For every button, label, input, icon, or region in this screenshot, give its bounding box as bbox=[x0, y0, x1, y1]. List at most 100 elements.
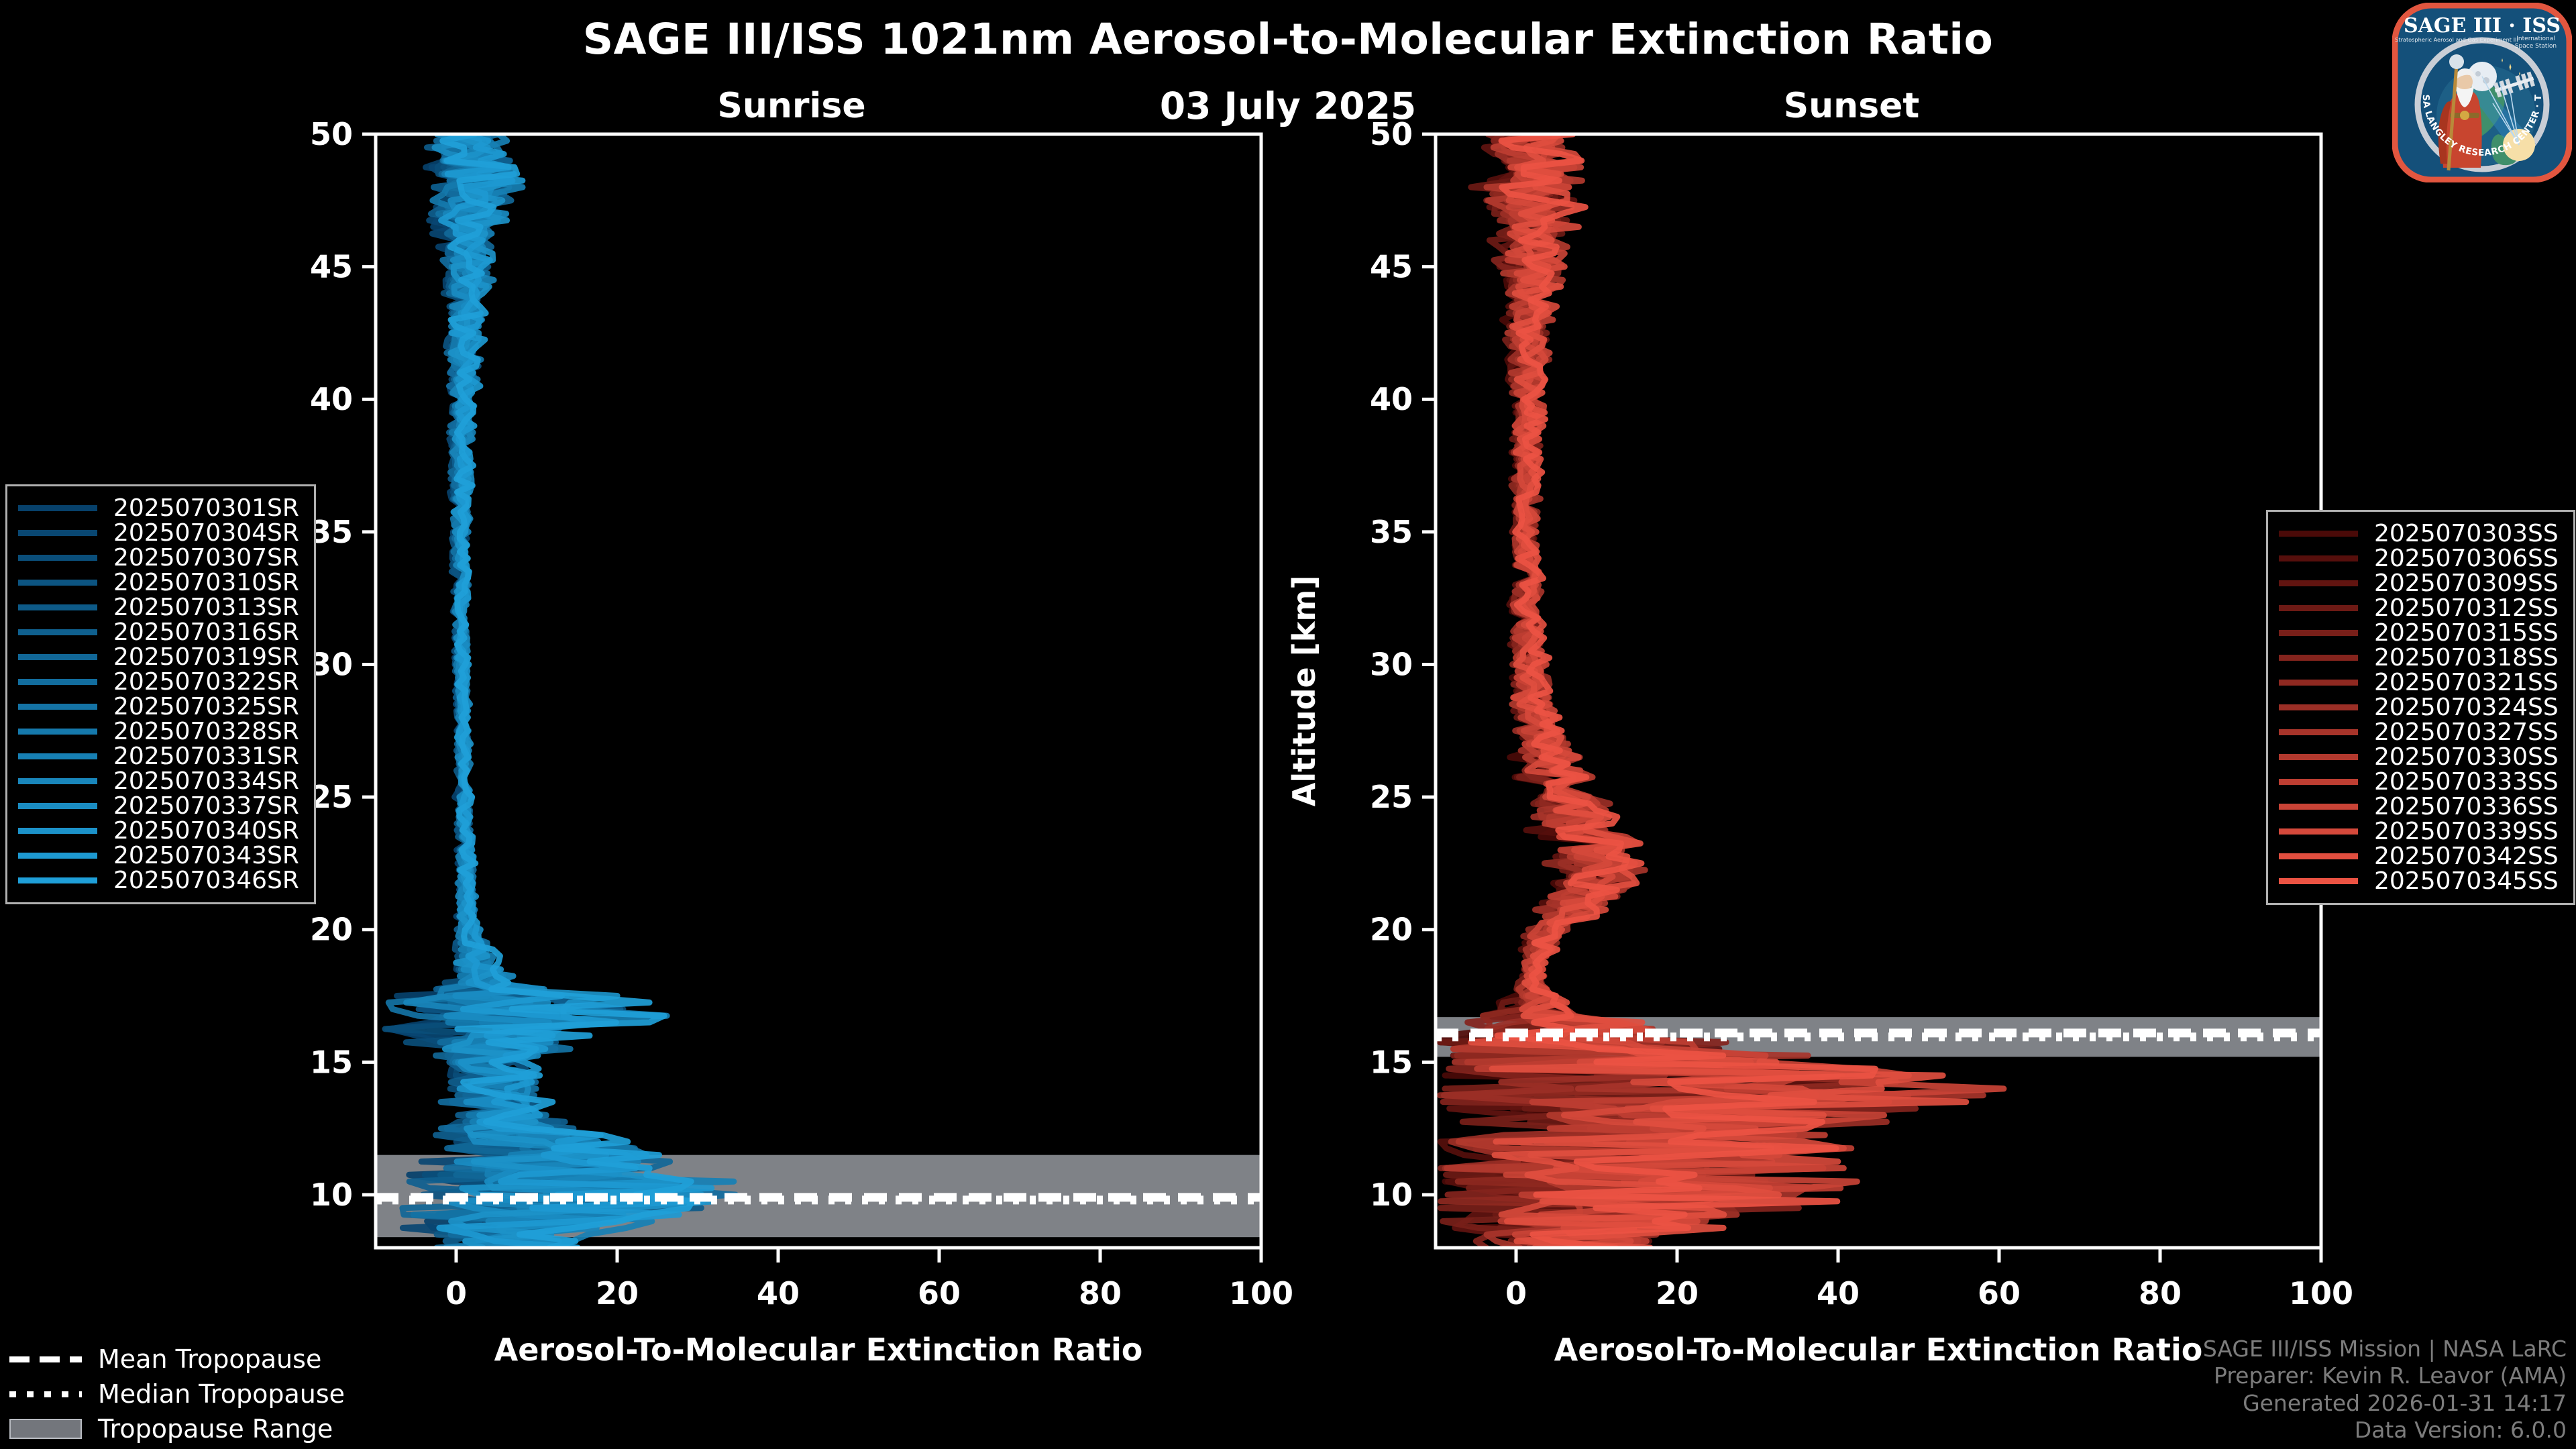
legend-item-label: 2025070306SS bbox=[2374, 545, 2559, 572]
page-subtitle: 03 July 2025 bbox=[1159, 85, 1417, 127]
legend-item-label: 2025070313SR bbox=[113, 594, 299, 621]
legend-item-label: 2025070319SR bbox=[113, 643, 299, 671]
legend-color-swatch bbox=[18, 604, 97, 610]
svg-text:30: 30 bbox=[310, 646, 353, 682]
legend-item-2025070330SS[interactable]: 2025070330SS bbox=[2279, 743, 2559, 771]
legend-item-2025070334SR[interactable]: 2025070334SR bbox=[18, 767, 299, 795]
legend-color-swatch bbox=[18, 828, 97, 834]
legend-item-2025070310SR[interactable]: 2025070310SR bbox=[18, 569, 299, 596]
legend-item-2025070339SS[interactable]: 2025070339SS bbox=[2279, 818, 2559, 845]
filled-band-icon bbox=[9, 1419, 82, 1439]
legend-item-2025070303SS[interactable]: 2025070303SS bbox=[2279, 520, 2559, 547]
legend-item-label: 2025070301SR bbox=[113, 494, 299, 522]
sage-iii-iss-mission-patch-logo: SAGE III · ISS Stratospheric Aerosol and … bbox=[2392, 3, 2572, 182]
legend-item-2025070307SR[interactable]: 2025070307SR bbox=[18, 544, 299, 572]
legend-item-2025070343SR[interactable]: 2025070343SR bbox=[18, 842, 299, 869]
legend-color-swatch bbox=[2279, 729, 2358, 735]
sunset-plot: 10 15 20 25 30 35 40 45 50 0 20 40 60 80 100 Aerosol-To… bbox=[1060, 94, 2361, 1402]
legend-item-2025070306SS[interactable]: 2025070306SS bbox=[2279, 545, 2559, 572]
legend-item-2025070333SS[interactable]: 2025070333SS bbox=[2279, 768, 2559, 796]
footer-credits: SAGE III/ISS Mission | NASA LaRC Prepare… bbox=[2203, 1336, 2567, 1444]
legend-color-swatch bbox=[18, 654, 97, 660]
svg-text:20: 20 bbox=[596, 1275, 639, 1311]
legend-item-2025070301SR[interactable]: 2025070301SR bbox=[18, 494, 299, 522]
legend-color-swatch bbox=[18, 530, 97, 536]
legend-label-tropopause-range: Tropopause Range bbox=[98, 1414, 333, 1444]
svg-text:80: 80 bbox=[2139, 1275, 2182, 1311]
legend-color-swatch bbox=[2279, 605, 2358, 611]
legend-item-label: 2025070304SR bbox=[113, 519, 299, 547]
legend-color-swatch bbox=[2279, 655, 2358, 661]
svg-text:100: 100 bbox=[1229, 1275, 1293, 1311]
legend-item-2025070316SR[interactable]: 2025070316SR bbox=[18, 619, 299, 646]
legend-item-2025070321SS[interactable]: 2025070321SS bbox=[2279, 669, 2559, 696]
legend-item-2025070315SS[interactable]: 2025070315SS bbox=[2279, 619, 2559, 647]
legend-item-label: 2025070315SS bbox=[2374, 619, 2559, 647]
legend-item-label: 2025070325SR bbox=[113, 693, 299, 720]
legend-item-2025070340SR[interactable]: 2025070340SR bbox=[18, 817, 299, 845]
legend-color-swatch bbox=[18, 853, 97, 859]
legend-color-swatch bbox=[18, 729, 97, 735]
legend-color-swatch bbox=[18, 753, 97, 759]
legend-color-swatch bbox=[2279, 853, 2358, 859]
legend-item-2025070325SR[interactable]: 2025070325SR bbox=[18, 693, 299, 720]
sunrise-panel-title: Sunrise bbox=[717, 86, 866, 126]
legend-item-2025070309SS[interactable]: 2025070309SS bbox=[2279, 570, 2559, 597]
x-axis-label: Aerosol-To-Molecular Extinction Ratio bbox=[1554, 1332, 2203, 1368]
svg-text:35: 35 bbox=[310, 514, 353, 550]
legend-item-2025070322SR[interactable]: 2025070322SR bbox=[18, 668, 299, 696]
legend-item-label: 2025070321SS bbox=[2374, 669, 2559, 696]
legend-item-2025070345SS[interactable]: 2025070345SS bbox=[2279, 867, 2559, 895]
legend-item-label: 2025070331SR bbox=[113, 743, 299, 770]
svg-text:20: 20 bbox=[1370, 912, 1413, 948]
sunset-legend[interactable]: 2025070303SS 2025070306SS 2025070309SS 2025… bbox=[2266, 510, 2575, 905]
legend-label-mean-tropopause: Mean Tropopause bbox=[98, 1344, 322, 1374]
legend-row-mean-tropopause: Mean Tropopause bbox=[9, 1342, 345, 1377]
legend-color-swatch bbox=[2279, 828, 2358, 835]
legend-item-label: 2025070312SS bbox=[2374, 594, 2559, 622]
svg-text:20: 20 bbox=[1656, 1275, 1699, 1311]
legend-color-swatch bbox=[2279, 580, 2358, 586]
legend-item-2025070318SS[interactable]: 2025070318SS bbox=[2279, 644, 2559, 672]
svg-text:45: 45 bbox=[1370, 249, 1413, 285]
svg-text:60: 60 bbox=[918, 1275, 961, 1311]
legend-color-swatch bbox=[2279, 754, 2358, 760]
legend-item-2025070328SR[interactable]: 2025070328SR bbox=[18, 718, 299, 745]
legend-item-label: 2025070322SR bbox=[113, 668, 299, 696]
legend-color-swatch bbox=[18, 505, 97, 511]
svg-text:Stratospheric Aerosol and Gas: Stratospheric Aerosol and Gas Experiment… bbox=[2395, 36, 2518, 43]
svg-text:80: 80 bbox=[1079, 1275, 1122, 1311]
legend-item-label: 2025070307SR bbox=[113, 544, 299, 572]
legend-color-swatch bbox=[18, 778, 97, 784]
svg-text:10: 10 bbox=[1370, 1177, 1413, 1213]
sunrise-plot: 10 15 20 25 30 35 40 45 50 0 20 40 60 80 100 Aerosol-To… bbox=[0, 94, 1301, 1402]
svg-text:100: 100 bbox=[2289, 1275, 2353, 1311]
dashed-line-icon bbox=[9, 1353, 82, 1365]
legend-item-2025070336SS[interactable]: 2025070336SS bbox=[2279, 793, 2559, 820]
sunrise-legend[interactable]: 2025070301SR 2025070304SR 2025070307SR 2025… bbox=[5, 484, 316, 904]
legend-item-label: 2025070342SS bbox=[2374, 843, 2559, 870]
legend-item-2025070331SR[interactable]: 2025070331SR bbox=[18, 743, 299, 770]
legend-item-2025070327SS[interactable]: 2025070327SS bbox=[2279, 718, 2559, 746]
legend-item-2025070342SS[interactable]: 2025070342SS bbox=[2279, 843, 2559, 870]
footer-data-version: Data Version: 6.0.0 bbox=[2354, 1416, 2567, 1443]
footer-mission: SAGE III/ISS Mission | NASA LaRC bbox=[2202, 1336, 2567, 1362]
y-axis-label: Altitude [km] bbox=[1286, 576, 1322, 807]
legend-item-2025070346SR[interactable]: 2025070346SR bbox=[18, 867, 299, 894]
legend-item-2025070304SR[interactable]: 2025070304SR bbox=[18, 519, 299, 547]
legend-item-2025070319SR[interactable]: 2025070319SR bbox=[18, 643, 299, 671]
legend-item-2025070324SS[interactable]: 2025070324SS bbox=[2279, 694, 2559, 721]
legend-item-label: 2025070343SR bbox=[113, 842, 299, 869]
legend-item-label: 2025070316SR bbox=[113, 619, 299, 646]
legend-item-label: 2025070340SR bbox=[113, 817, 299, 845]
plot-sunset-svg: 10 15 20 25 30 35 40 45 50 0 20 40 60 80 100 Aerosol-To… bbox=[1286, 116, 2353, 1368]
legend-item-label: 2025070303SS bbox=[2374, 520, 2559, 547]
legend-item-2025070312SS[interactable]: 2025070312SS bbox=[2279, 594, 2559, 622]
svg-text:50: 50 bbox=[310, 116, 353, 152]
svg-text:International: International bbox=[2516, 36, 2555, 42]
legend-item-2025070337SR[interactable]: 2025070337SR bbox=[18, 792, 299, 820]
legend-item-label: 2025070346SR bbox=[113, 867, 299, 894]
legend-item-2025070313SR[interactable]: 2025070313SR bbox=[18, 594, 299, 621]
legend-color-swatch bbox=[18, 803, 97, 809]
